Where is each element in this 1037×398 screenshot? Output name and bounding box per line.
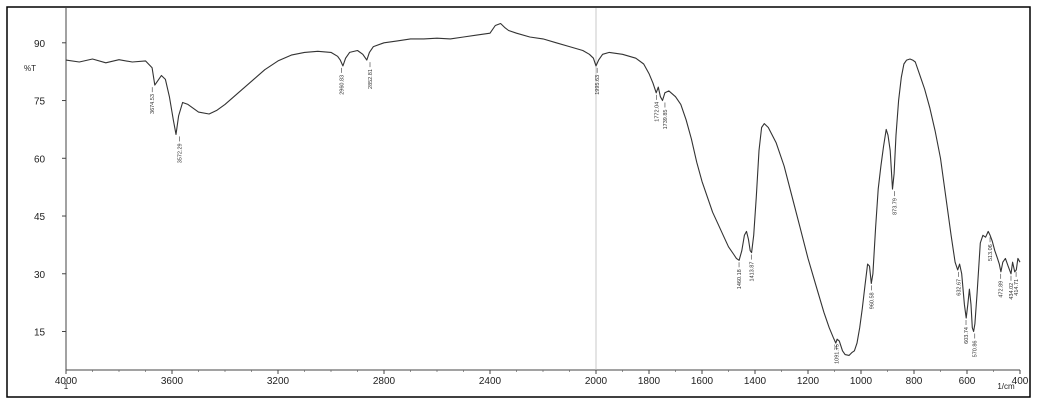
y-tick-label: 30	[34, 270, 46, 281]
spectrum-line-0	[66, 24, 1020, 356]
peak-label: 873.79	[892, 198, 898, 215]
x-axis-label: 1/cm	[997, 382, 1015, 391]
x-tick-label: 3600	[161, 376, 184, 387]
peak-label: 513.06	[988, 244, 994, 261]
peak-label: 960.58	[869, 292, 875, 309]
peak-label: 3674.53	[150, 94, 156, 114]
marks: 3674.53 3572.29 2960.83 2852.81 1995.63 1772.…	[66, 24, 1020, 364]
peak-label: 3572.29	[177, 143, 183, 163]
x-tick-label: 800	[906, 376, 923, 387]
x-tick-label: 2400	[479, 376, 502, 387]
peak-label: 603.74	[964, 327, 970, 344]
peak-label: 414.71	[1014, 279, 1020, 296]
peak-label: 1739.85	[663, 110, 669, 130]
peak-label: 632.67	[956, 279, 962, 296]
peak-label: 472.89	[999, 281, 1005, 298]
peak-label: 2852.81	[368, 69, 374, 89]
x-tick-label: 2000	[585, 376, 608, 387]
peak-label: 1995.63	[595, 75, 601, 95]
y-tick-label: 45	[34, 212, 46, 223]
x-axis-sublabel: 1	[64, 382, 69, 391]
x-tick-label: 1400	[744, 376, 767, 387]
y-tick-label: 75	[34, 97, 46, 108]
x-tick-label: 2800	[373, 376, 396, 387]
x-tick-label: 1600	[691, 376, 714, 387]
peak-label: 1413.87	[749, 262, 755, 282]
y-axis-label: %T	[24, 64, 36, 73]
x-tick-label: 600	[959, 376, 976, 387]
peak-label: 1091.75	[835, 344, 841, 364]
x-tick-label: 1800	[638, 376, 661, 387]
y-tick-label: 15	[34, 328, 46, 339]
peak-label: 1460.18	[737, 269, 743, 289]
y-tick-label: 60	[34, 154, 46, 165]
peak-label: 1772.04	[654, 102, 660, 122]
peak-label: 2960.83	[339, 75, 345, 95]
x-tick-label: 1000	[850, 376, 873, 387]
peak-label: 570.86	[973, 341, 979, 358]
y-tick-label: 90	[34, 39, 46, 50]
x-tick-label: 3200	[267, 376, 290, 387]
plot-border	[7, 7, 1030, 397]
x-tick-label: 1200	[797, 376, 820, 387]
